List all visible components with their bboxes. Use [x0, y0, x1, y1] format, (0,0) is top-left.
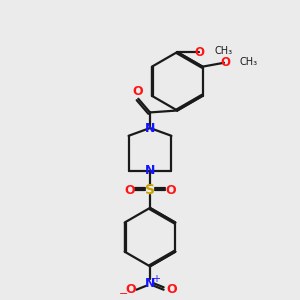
Text: O: O — [220, 56, 230, 69]
Text: O: O — [195, 46, 205, 59]
Text: +: + — [152, 274, 160, 284]
Text: N: N — [145, 278, 155, 290]
Text: N: N — [145, 122, 155, 134]
Text: S: S — [145, 183, 155, 197]
Text: −: − — [119, 289, 128, 298]
Text: CH₃: CH₃ — [214, 46, 232, 56]
Text: O: O — [125, 283, 136, 296]
Text: O: O — [124, 184, 135, 197]
Text: O: O — [166, 283, 177, 296]
Text: O: O — [132, 85, 142, 98]
Text: CH₃: CH₃ — [240, 57, 258, 67]
Text: O: O — [165, 184, 176, 197]
Text: N: N — [145, 164, 155, 177]
